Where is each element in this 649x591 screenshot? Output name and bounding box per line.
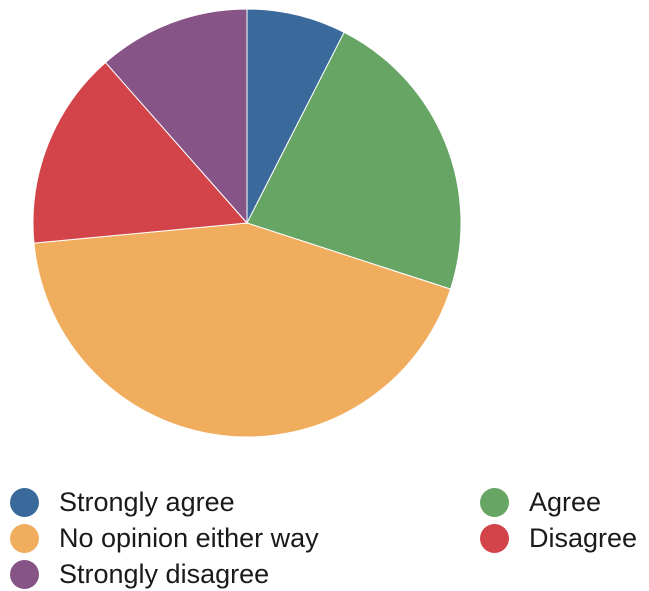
pie-slice-no-opinion-either-way bbox=[33, 222, 452, 438]
legend-item-strongly-disagree: Strongly disagree bbox=[10, 557, 269, 591]
legend-swatch bbox=[10, 559, 39, 589]
legend-label: Strongly disagree bbox=[59, 558, 270, 589]
pie-slice-disagree bbox=[32, 61, 249, 244]
legend-swatch bbox=[10, 487, 39, 517]
legend-item-agree: Agree bbox=[480, 485, 601, 519]
legend-label: Disagree bbox=[529, 522, 638, 553]
legend-label: Agree bbox=[529, 486, 602, 517]
legend-label: No opinion either way bbox=[59, 522, 319, 553]
legend-item-strongly-agree: Strongly agree bbox=[10, 485, 235, 519]
legend-item-disagree: Disagree bbox=[480, 521, 637, 555]
legend-swatch bbox=[480, 523, 509, 553]
legend-swatch bbox=[10, 523, 39, 553]
pie-chart bbox=[32, 8, 462, 438]
pie-slice-agree bbox=[246, 31, 462, 290]
pie-slice-strongly-disagree bbox=[104, 8, 248, 225]
legend-item-no-opinion-either-way: No opinion either way bbox=[10, 521, 319, 555]
legend-swatch bbox=[480, 487, 509, 517]
legend-label: Strongly agree bbox=[59, 486, 235, 517]
pie-slice-strongly-agree bbox=[246, 8, 345, 224]
